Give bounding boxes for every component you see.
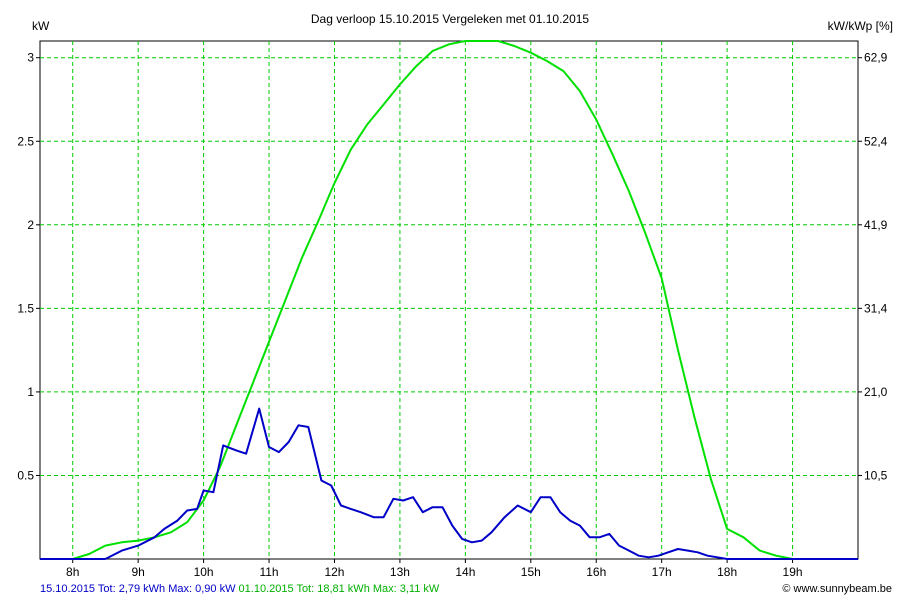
x-tick-label: 9h	[131, 565, 144, 579]
y-left-tick-label: 3	[27, 51, 34, 65]
x-tick-label: 13h	[390, 565, 410, 579]
x-tick-label: 15h	[521, 565, 541, 579]
plot-area	[39, 40, 859, 560]
y-left-tick-label: 1.5	[17, 301, 34, 315]
y-right-tick-label: 62,9	[864, 51, 888, 65]
y-right-tick-label: 10,5	[864, 468, 888, 482]
y-left-tick-label: 2.5	[17, 134, 34, 148]
series-line-01-10-2015	[40, 40, 858, 560]
x-tick-label: 10h	[194, 565, 214, 579]
y-right-tick-label: 31,4	[864, 301, 888, 315]
x-tick-label: 12h	[324, 565, 344, 579]
y-right-tick-label: 41,9	[864, 218, 888, 232]
y-left-tick-label: 0.5	[17, 468, 34, 482]
grid-lines	[40, 41, 858, 559]
x-tick-label: 19h	[783, 565, 803, 579]
y-right-tick-label: 52,4	[864, 134, 888, 148]
y-right-axis-label: kW/kWp [%]	[828, 19, 893, 33]
x-tick-label: 16h	[586, 565, 606, 579]
chart-footer: 15.10.2015 Tot: 2,79 kWh Max: 0,90 kW 01…	[40, 583, 439, 595]
x-tick-label: 8h	[66, 565, 79, 579]
y-left-axis-label: kW	[32, 19, 50, 33]
footer-series-15-10: 15.10.2015 Tot: 2,79 kWh Max: 0,90 kW	[40, 583, 236, 595]
x-tick-label: 14h	[455, 565, 475, 579]
x-tick-label: 18h	[717, 565, 737, 579]
y-left-tick-label: 1	[27, 385, 34, 399]
x-tick-label: 17h	[652, 565, 672, 579]
series-line-15-10-2015	[40, 407, 858, 560]
y-right-tick-label: 21,0	[864, 385, 888, 399]
y-left-tick-label: 2	[27, 218, 34, 232]
x-tick-label: 11h	[259, 565, 278, 579]
chart-title: Dag verloop 15.10.2015 Vergeleken met 01…	[311, 12, 590, 26]
sunnybeam-credit: © www.sunnybeam.be	[782, 583, 892, 595]
series-lines	[40, 40, 858, 560]
footer-series-01-10: 01.10.2015 Tot: 18,81 kWh Max: 3,11 kW	[238, 583, 440, 595]
axis-ticks: 0.5 10,5 1 21,0 1.5 31,4 2 41,9 2.5 52,4 3 62,9 8h 9h…	[17, 51, 887, 579]
